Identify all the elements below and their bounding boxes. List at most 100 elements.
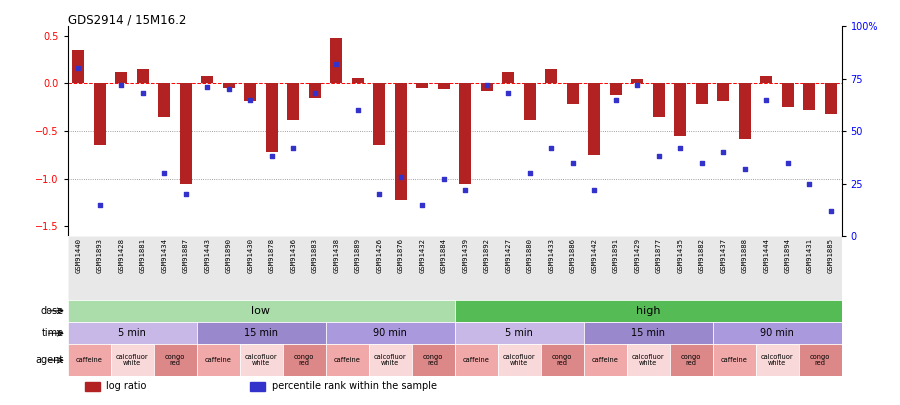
Text: GDS2914 / 15M16.2: GDS2914 / 15M16.2 <box>68 13 186 26</box>
Bar <box>266 83 278 152</box>
Bar <box>196 322 326 345</box>
Bar <box>326 345 368 376</box>
Bar <box>137 69 148 83</box>
Bar <box>94 83 105 145</box>
Point <box>136 90 150 97</box>
Text: 90 min: 90 min <box>374 328 407 338</box>
Text: GSM91891: GSM91891 <box>613 238 619 273</box>
Point <box>308 90 322 97</box>
Bar <box>798 345 842 376</box>
Point <box>523 170 537 176</box>
Text: caffeine: caffeine <box>721 357 747 363</box>
Bar <box>239 345 283 376</box>
Bar <box>309 83 320 98</box>
Text: caffeine: caffeine <box>463 357 490 363</box>
Bar <box>111 345 154 376</box>
Text: 15 min: 15 min <box>631 328 665 338</box>
Bar <box>583 345 626 376</box>
Text: GSM91882: GSM91882 <box>698 238 705 273</box>
Text: low: low <box>251 306 271 316</box>
Bar <box>250 382 266 391</box>
Text: GSM91435: GSM91435 <box>677 238 683 273</box>
Text: calcofluor
white: calcofluor white <box>760 354 793 367</box>
Bar <box>782 83 794 107</box>
Text: GSM91890: GSM91890 <box>226 238 232 273</box>
Bar <box>437 83 450 89</box>
Text: GSM91431: GSM91431 <box>806 238 812 273</box>
Text: 90 min: 90 min <box>760 328 794 338</box>
Point <box>652 153 666 160</box>
Point <box>587 187 601 193</box>
Point <box>221 86 236 92</box>
Bar <box>287 83 299 120</box>
Text: GSM91887: GSM91887 <box>183 238 189 273</box>
Text: caffeine: caffeine <box>591 357 618 363</box>
Bar <box>395 83 407 200</box>
Point <box>93 201 107 208</box>
Bar <box>244 83 256 101</box>
Bar <box>330 38 342 83</box>
Text: GSM91434: GSM91434 <box>161 238 167 273</box>
Text: percentile rank within the sample: percentile rank within the sample <box>272 382 436 391</box>
Point <box>480 82 494 88</box>
Point <box>716 149 731 156</box>
Bar <box>481 83 492 91</box>
Bar <box>158 83 170 117</box>
Bar <box>196 345 239 376</box>
Bar <box>411 345 454 376</box>
Bar <box>454 300 842 322</box>
Point <box>286 145 301 151</box>
Point <box>738 166 752 172</box>
Bar <box>713 345 755 376</box>
Text: calcofluor
white: calcofluor white <box>632 354 664 367</box>
Point <box>436 176 451 183</box>
Bar <box>180 83 192 183</box>
Bar <box>670 345 713 376</box>
Point <box>265 153 279 160</box>
Point <box>114 82 129 88</box>
Point <box>351 107 365 113</box>
Bar <box>589 83 600 155</box>
Text: caffeine: caffeine <box>334 357 360 363</box>
Point <box>71 65 86 72</box>
Text: GSM91439: GSM91439 <box>463 238 468 273</box>
Text: calcofluor
white: calcofluor white <box>116 354 148 367</box>
Bar <box>72 50 85 83</box>
Bar <box>115 72 127 83</box>
Text: 5 min: 5 min <box>118 328 146 338</box>
Text: log ratio: log ratio <box>106 382 147 391</box>
Point <box>200 84 214 90</box>
Text: GSM91878: GSM91878 <box>269 238 274 273</box>
Text: GSM91438: GSM91438 <box>333 238 339 273</box>
Text: GSM91884: GSM91884 <box>441 238 446 273</box>
Point <box>565 159 580 166</box>
Bar <box>696 83 707 104</box>
Text: GSM91426: GSM91426 <box>376 238 382 273</box>
Point <box>759 96 773 103</box>
Bar <box>498 345 541 376</box>
Text: agent: agent <box>35 355 64 365</box>
Bar <box>524 83 536 120</box>
Point <box>802 180 816 187</box>
Bar <box>374 83 385 145</box>
Bar <box>739 83 751 139</box>
Text: GSM91885: GSM91885 <box>828 238 833 273</box>
Point <box>178 191 193 197</box>
Text: GSM91427: GSM91427 <box>505 238 511 273</box>
Bar <box>652 83 665 117</box>
Point <box>695 159 709 166</box>
Text: GSM91440: GSM91440 <box>76 238 81 273</box>
Text: GSM91880: GSM91880 <box>526 238 533 273</box>
Text: GSM91432: GSM91432 <box>419 238 425 273</box>
Text: high: high <box>635 306 661 316</box>
Text: caffeine: caffeine <box>76 357 103 363</box>
Text: congo
red: congo red <box>165 354 185 367</box>
Bar <box>68 345 111 376</box>
Bar <box>283 345 326 376</box>
Bar <box>760 76 772 83</box>
Point <box>608 96 623 103</box>
Bar <box>454 345 498 376</box>
Text: GSM91893: GSM91893 <box>97 238 103 273</box>
Bar <box>610 83 622 95</box>
Bar <box>804 83 815 110</box>
